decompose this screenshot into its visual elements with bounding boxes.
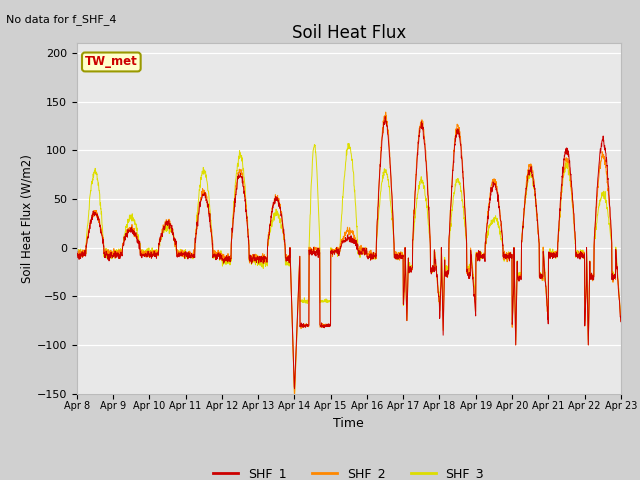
- Title: Soil Heat Flux: Soil Heat Flux: [292, 24, 406, 42]
- X-axis label: Time: Time: [333, 417, 364, 430]
- Legend: SHF_1, SHF_2, SHF_3: SHF_1, SHF_2, SHF_3: [209, 462, 489, 480]
- Text: No data for f_SHF_4: No data for f_SHF_4: [6, 14, 117, 25]
- Y-axis label: Soil Heat Flux (W/m2): Soil Heat Flux (W/m2): [21, 154, 34, 283]
- Text: TW_met: TW_met: [85, 56, 138, 69]
